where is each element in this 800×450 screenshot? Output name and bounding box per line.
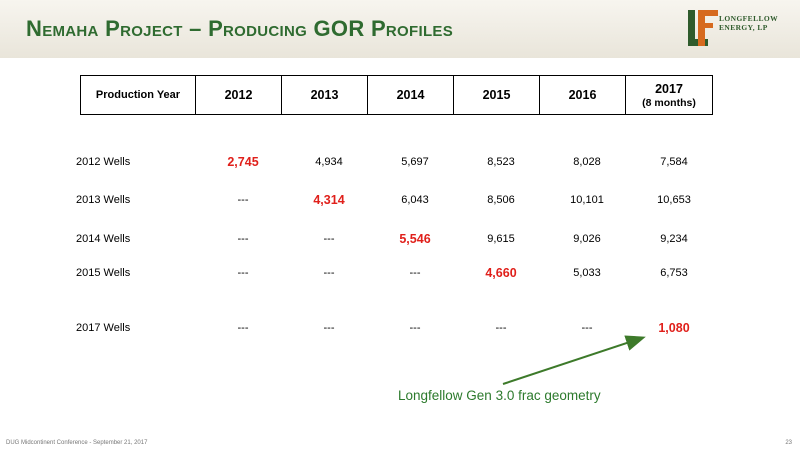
gor-value: 10,101 [570, 194, 604, 206]
corner-header-cell: Production Year [95, 89, 181, 101]
gor-value: 8,506 [487, 194, 515, 206]
table-row: 2015 Wells --- --- --- 4,660 5,033 6,753 [0, 263, 800, 283]
gor-value: 5,697 [401, 156, 429, 168]
table-row: 2014 Wells --- --- 5,546 9,615 9,026 9,234 [0, 229, 800, 249]
gor-value: 8,523 [487, 156, 515, 168]
gor-value: --- [237, 322, 249, 334]
header-band [0, 0, 800, 58]
row-label: 2012 Wells [76, 156, 131, 168]
gor-value-highlight: 2,745 [227, 155, 259, 169]
page-title: Nemaha Project – Producing GOR Profiles [26, 16, 454, 41]
gor-value: 4,934 [315, 156, 343, 168]
footer-conference: DUG Midcontinent Conference - September … [6, 440, 148, 446]
year-header-table: Production Year 2012 2013 2014 2015 2016… [80, 75, 713, 115]
year-header-2016: 2016 [539, 76, 625, 114]
row-label: 2014 Wells [76, 233, 131, 245]
logo-wordmark: LONGFELLOW ENERGY, LP [719, 14, 779, 32]
gor-value: 6,043 [401, 194, 429, 206]
frac-geometry-annotation: Longfellow Gen 3.0 frac geometry [398, 388, 601, 403]
year-header-2014: 2014 [367, 76, 453, 114]
row-label: 2013 Wells [76, 194, 131, 206]
gor-value: --- [581, 322, 593, 334]
longfellow-logo [688, 10, 718, 46]
year-header-2013: 2013 [281, 76, 367, 114]
gor-value: 9,615 [487, 233, 515, 245]
gor-value: --- [237, 233, 249, 245]
gor-value: 6,753 [660, 267, 688, 279]
table-row: 2012 Wells 2,745 4,934 5,697 8,523 8,028 7,584 [0, 152, 800, 172]
gor-value: --- [237, 194, 249, 206]
gor-value: 5,033 [573, 267, 601, 279]
gor-value: --- [409, 322, 421, 334]
table-row: 2013 Wells --- 4,314 6,043 8,506 10,101 10,653 [0, 190, 800, 210]
gor-value: --- [323, 267, 335, 279]
gor-value: 9,234 [660, 233, 688, 245]
gor-value: --- [237, 267, 249, 279]
gor-value-highlight: 4,314 [313, 193, 345, 207]
gor-value: 7,584 [660, 156, 688, 168]
page-number: 23 [785, 440, 792, 446]
gor-value: --- [323, 322, 335, 334]
gor-value: --- [409, 267, 421, 279]
year-header-2017: 2017 (8 months) [625, 76, 712, 114]
row-label: 2017 Wells [76, 322, 131, 334]
gor-value-highlight: 4,660 [485, 266, 517, 280]
gor-value-highlight: 1,080 [658, 321, 690, 335]
gor-value: 10,653 [657, 194, 691, 206]
gor-value: --- [495, 322, 507, 334]
table-row: 2017 Wells --- --- --- --- --- 1,080 [0, 318, 800, 338]
year-header-2012: 2012 [195, 76, 281, 114]
row-label: 2015 Wells [76, 267, 131, 279]
year-header-2015: 2015 [453, 76, 539, 114]
gor-value: 9,026 [573, 233, 601, 245]
gor-value-highlight: 5,546 [399, 232, 431, 246]
gor-value: 8,028 [573, 156, 601, 168]
gor-value: --- [323, 233, 335, 245]
